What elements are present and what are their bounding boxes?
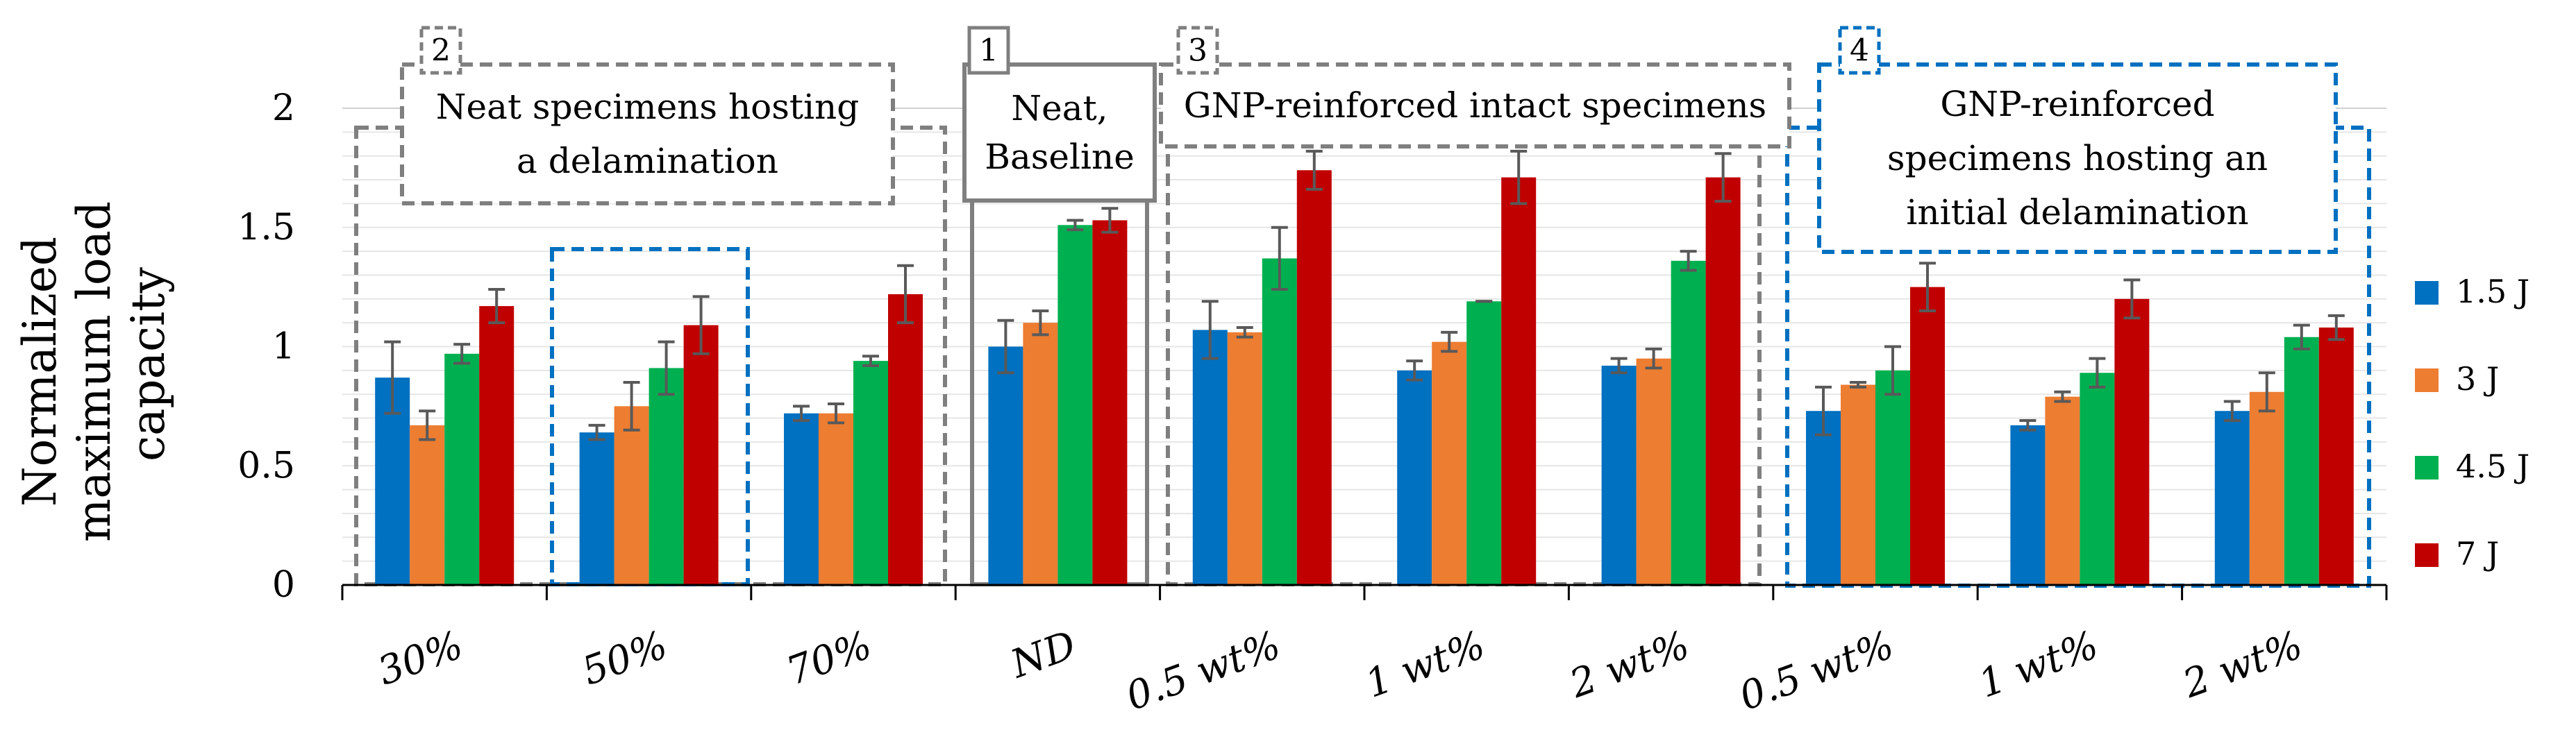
bar (2045, 396, 2080, 585)
bar (410, 425, 445, 585)
bar (1671, 260, 1706, 585)
bar (1501, 177, 1537, 586)
bar (614, 406, 649, 585)
bar (2318, 328, 2354, 585)
bar (2249, 391, 2284, 585)
group-3-number (1176, 26, 1219, 75)
y-tick-label: 0.5 (237, 445, 295, 486)
group-4-label (1817, 62, 2338, 254)
group-boxes-front: Neat specimens hosting a delamination Neat… (400, 26, 2338, 254)
bar (2214, 411, 2250, 585)
bar (1910, 287, 1945, 585)
group-4-label-text: specimens hosting an (1887, 138, 2268, 178)
x-tick-labels: 30% 50% 70% ND 0.5 wt% 1 wt% 2 wt% 0.5 wt% 1 wt%… (372, 622, 2309, 720)
bar (1806, 411, 1841, 585)
group-1-number (967, 26, 1010, 75)
error-bars (384, 149, 2345, 441)
group-1-label-text: Baseline (985, 137, 1135, 177)
bar (2114, 298, 2150, 585)
bar (444, 353, 480, 585)
y-axis-title-line-3: capacity (122, 266, 175, 461)
legend-label: 7 J (2456, 535, 2499, 572)
x-tick-label: ND (1004, 622, 1082, 688)
group-3-number-text: 3 (1188, 33, 1207, 69)
group-1-number-text: 1 (979, 33, 998, 69)
bar (1023, 323, 1058, 585)
axes (341, 584, 2388, 600)
bar (649, 368, 684, 585)
group-4-label-text: GNP-reinforced (1940, 84, 2214, 124)
bar (1636, 358, 1671, 585)
group-4-number-text: 4 (1850, 33, 1869, 69)
x-tick-label: 30% (372, 622, 469, 695)
group-4-number (1838, 26, 1881, 75)
bar (1092, 220, 1128, 585)
group-4-label-text: initial delamination (1906, 192, 2248, 232)
group-3-label-text: GNP-reinforced intact specimens (1184, 85, 1766, 126)
bar (853, 361, 888, 585)
legend-swatch (2415, 281, 2439, 305)
bar (1057, 225, 1093, 585)
x-tick-label: 0.5 wt% (1121, 622, 1287, 720)
bar (1192, 330, 1228, 585)
bar (988, 346, 1023, 585)
bar (2284, 337, 2319, 585)
bar (2080, 373, 2115, 585)
legend-swatch (2415, 543, 2439, 567)
x-tick-label: 1 wt% (1360, 622, 1491, 707)
y-tick-label: 0 (272, 564, 295, 606)
bar (888, 294, 923, 585)
y-tick-label: 2 (272, 87, 295, 129)
y-axis-title-line-2: maximum load (67, 201, 121, 542)
group-1-label-text: Neat, (1011, 88, 1107, 128)
group-2-label (400, 62, 895, 205)
y-axis-title: Normalized maximum load capacity (13, 187, 175, 542)
y-tick-label: 1 (272, 326, 295, 368)
group-3-label (1159, 62, 1791, 148)
legend-label: 1.5 J (2456, 273, 2529, 310)
bar (1705, 177, 1741, 586)
bar (683, 325, 719, 585)
bar (1875, 370, 1910, 585)
group-2-number-text: 2 (431, 33, 451, 69)
bar (1601, 365, 1637, 585)
bar (1397, 370, 1432, 585)
group-1-label (962, 62, 1157, 203)
x-tick-label: 0.5 wt% (1734, 622, 1900, 720)
y-tick-labels: 0 0.5 1 1.5 2 (237, 87, 295, 606)
legend-swatch (2415, 456, 2439, 479)
group-2-number (419, 26, 462, 75)
x-tick-label: 2 wt% (2177, 622, 2309, 707)
x-tick-label: 70% (781, 622, 878, 695)
bar (579, 432, 614, 585)
bar (784, 413, 819, 585)
legend: 1.5 J 3 J 4.5 J 7 J (2415, 273, 2529, 572)
bar (2010, 425, 2046, 585)
group-2-label-text: Neat specimens hosting (436, 87, 859, 127)
x-tick-label: 1 wt% (1973, 622, 2105, 707)
x-tick-label: 2 wt% (1564, 622, 1696, 707)
bar (1262, 258, 1297, 585)
bar (1841, 384, 1875, 585)
bar (479, 306, 515, 585)
legend-label: 3 J (2456, 360, 2499, 398)
legend-label: 4.5 J (2456, 448, 2529, 485)
bar (1466, 301, 1502, 585)
bar (1296, 170, 1332, 585)
y-axis-title-line-1: Normalized (13, 237, 67, 507)
group-2-label-text: a delamination (517, 141, 778, 181)
x-tick-label: 50% (576, 622, 673, 695)
y-tick-label: 1.5 (237, 207, 295, 248)
legend-swatch (2415, 368, 2439, 392)
bar (1227, 332, 1262, 585)
bars (375, 170, 2354, 586)
bar (819, 413, 853, 585)
bar (1432, 341, 1467, 585)
